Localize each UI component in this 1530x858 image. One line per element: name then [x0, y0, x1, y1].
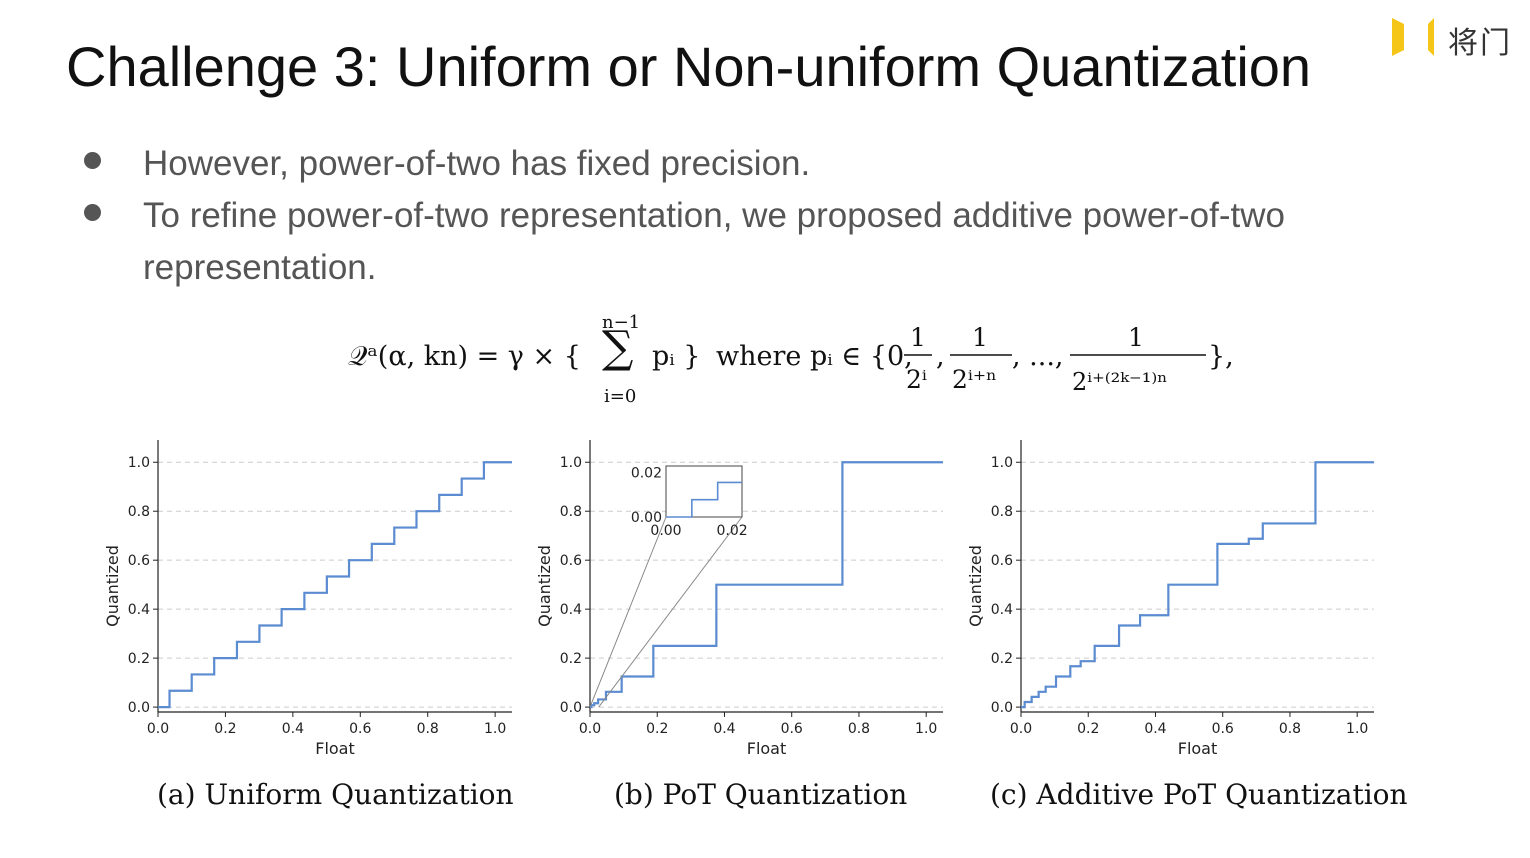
y-tick-label: 0.8 — [560, 504, 582, 520]
inset-connector — [598, 516, 743, 708]
formula-denominator-2: 2ⁱ⁺ⁿ — [952, 365, 997, 394]
x-tick-label: 0.2 — [1077, 721, 1099, 737]
x-tick-label: 1.0 — [915, 721, 937, 737]
inset-frame — [665, 465, 743, 518]
y-tick-label: 0.0 — [560, 700, 582, 716]
x-tick-label: 1.0 — [484, 721, 506, 737]
x-tick-label: 0.2 — [214, 721, 236, 737]
x-axis-label: Float — [315, 739, 355, 758]
formula-sum-bottom: i=0 — [604, 386, 636, 407]
inset-y-tick-label: 0.02 — [631, 466, 662, 482]
caption-pot: (b) PoT Quantization — [614, 778, 908, 811]
formula-numerator: 1 — [972, 323, 988, 352]
y-tick-label: 1.0 — [560, 455, 582, 471]
bullet-text: However, power-of-two has fixed precisio… — [143, 144, 811, 183]
series-line — [158, 461, 512, 709]
formula-close: }, — [1208, 341, 1234, 372]
formula-sum-top: n−1 — [602, 312, 640, 333]
x-tick-label: 1.0 — [1346, 721, 1368, 737]
x-tick-label: 0.6 — [1212, 721, 1234, 737]
y-tick-label: 0.4 — [128, 602, 150, 618]
y-tick-label: 0.0 — [991, 700, 1013, 716]
y-tick-label: 0.2 — [560, 651, 582, 667]
y-tick-label: 0.0 — [128, 700, 150, 716]
x-tick-label: 0.4 — [282, 721, 304, 737]
x-tick-label: 0.2 — [646, 721, 668, 737]
charts-area: 0.0 0.2 0.4 0.6 0.8 1.0 0.0 0.2 0.4 0.6 0.8 1.0 Floa… — [103, 440, 1374, 758]
formula-lhs: 𝒬ᵃ(α, kn) = γ × { — [348, 341, 581, 372]
logo-icon — [1392, 18, 1434, 56]
caption-apot: (c) Additive PoT Quantization — [990, 778, 1408, 811]
formula-denominator-1: 2ⁱ — [906, 365, 927, 394]
bullet-item: However, power-of-two has fixed precisio… — [80, 138, 1460, 190]
y-tick-label: 0.8 — [991, 504, 1013, 520]
x-tick-label: 0.0 — [1010, 721, 1032, 737]
formula-numerator: 1 — [1128, 323, 1144, 352]
x-tick-label: 0.8 — [417, 721, 439, 737]
x-tick-label: 0.8 — [1279, 721, 1301, 737]
y-tick-label: 0.2 — [128, 651, 150, 667]
x-tick-label: 0.8 — [848, 721, 870, 737]
x-tick-label: 0.6 — [781, 721, 803, 737]
formula-sum-sign: ∑ — [602, 322, 633, 373]
logo-text: 将门 — [1448, 26, 1512, 61]
chart-panel-3: 0.0 0.2 0.4 0.6 0.8 1.0 0.0 0.2 0.4 0.6 0.8 1.0 Floa… — [966, 440, 1374, 758]
bullet-item: To refine power-of-two representation, w… — [80, 190, 1460, 294]
y-axis-label: Quantized — [535, 545, 554, 627]
slide-title: Challenge 3: Uniform or Non-uniform Quan… — [66, 35, 1312, 98]
bullet-dot-icon — [84, 204, 101, 221]
x-tick-label: 0.0 — [147, 721, 169, 737]
bullet-text: To refine power-of-two representation, w… — [143, 196, 1285, 235]
series-line — [590, 461, 943, 709]
formula-term: pᵢ } — [652, 341, 700, 372]
svg-text:,: , — [936, 341, 945, 372]
bullet-dot-icon — [84, 152, 101, 169]
x-axis-label: Float — [747, 739, 787, 758]
y-tick-label: 0.6 — [128, 553, 150, 569]
y-axis-label: Quantized — [103, 545, 122, 627]
formula-where: where pᵢ ∈ {0, — [716, 341, 913, 372]
inset-x-tick-label: 0.00 — [650, 523, 681, 539]
chart-panel-2: 0.0 0.2 0.4 0.6 0.8 1.0 0.0 0.2 0.4 0.6 0.8 1.0 Floa… — [535, 440, 943, 758]
x-axis-label: Float — [1178, 739, 1218, 758]
inset-connector — [589, 516, 667, 708]
bullet-list: However, power-of-two has fixed precisio… — [80, 138, 1460, 294]
caption-uniform: (a) Uniform Quantization — [157, 778, 514, 811]
y-tick-label: 0.4 — [560, 602, 582, 618]
x-tick-label: 0.4 — [1144, 721, 1166, 737]
inset-x-tick-label: 0.02 — [717, 523, 748, 539]
y-tick-label: 0.6 — [560, 553, 582, 569]
y-tick-label: 0.8 — [128, 504, 150, 520]
y-tick-label: 0.4 — [991, 602, 1013, 618]
y-tick-label: 0.6 — [991, 553, 1013, 569]
formula-numerator: 1 — [910, 323, 926, 352]
y-tick-label: 0.2 — [991, 651, 1013, 667]
y-tick-label: 1.0 — [128, 455, 150, 471]
inset-y-tick-label: 0.00 — [631, 510, 662, 526]
formula-denominator-3: 2ⁱ⁺⁽²ᵏ⁻¹⁾ⁿ — [1072, 368, 1168, 396]
y-tick-label: 1.0 — [991, 455, 1013, 471]
inset-series-line — [666, 481, 742, 518]
chart-panel-1: 0.0 0.2 0.4 0.6 0.8 1.0 0.0 0.2 0.4 0.6 0.8 1.0 Floa… — [103, 440, 512, 758]
bullet-text-continued: representation. — [143, 248, 377, 287]
x-tick-label: 0.6 — [349, 721, 371, 737]
x-tick-label: 0.4 — [713, 721, 735, 737]
y-axis-label: Quantized — [966, 545, 985, 627]
x-tick-label: 0.0 — [579, 721, 601, 737]
series-line — [1021, 461, 1374, 709]
apot-formula: 𝒬ᵃ(α, kn) = γ × { n−1 ∑ i=0 pᵢ } where p… — [340, 310, 1240, 410]
formula-ellipsis: , ..., — [1012, 341, 1064, 372]
